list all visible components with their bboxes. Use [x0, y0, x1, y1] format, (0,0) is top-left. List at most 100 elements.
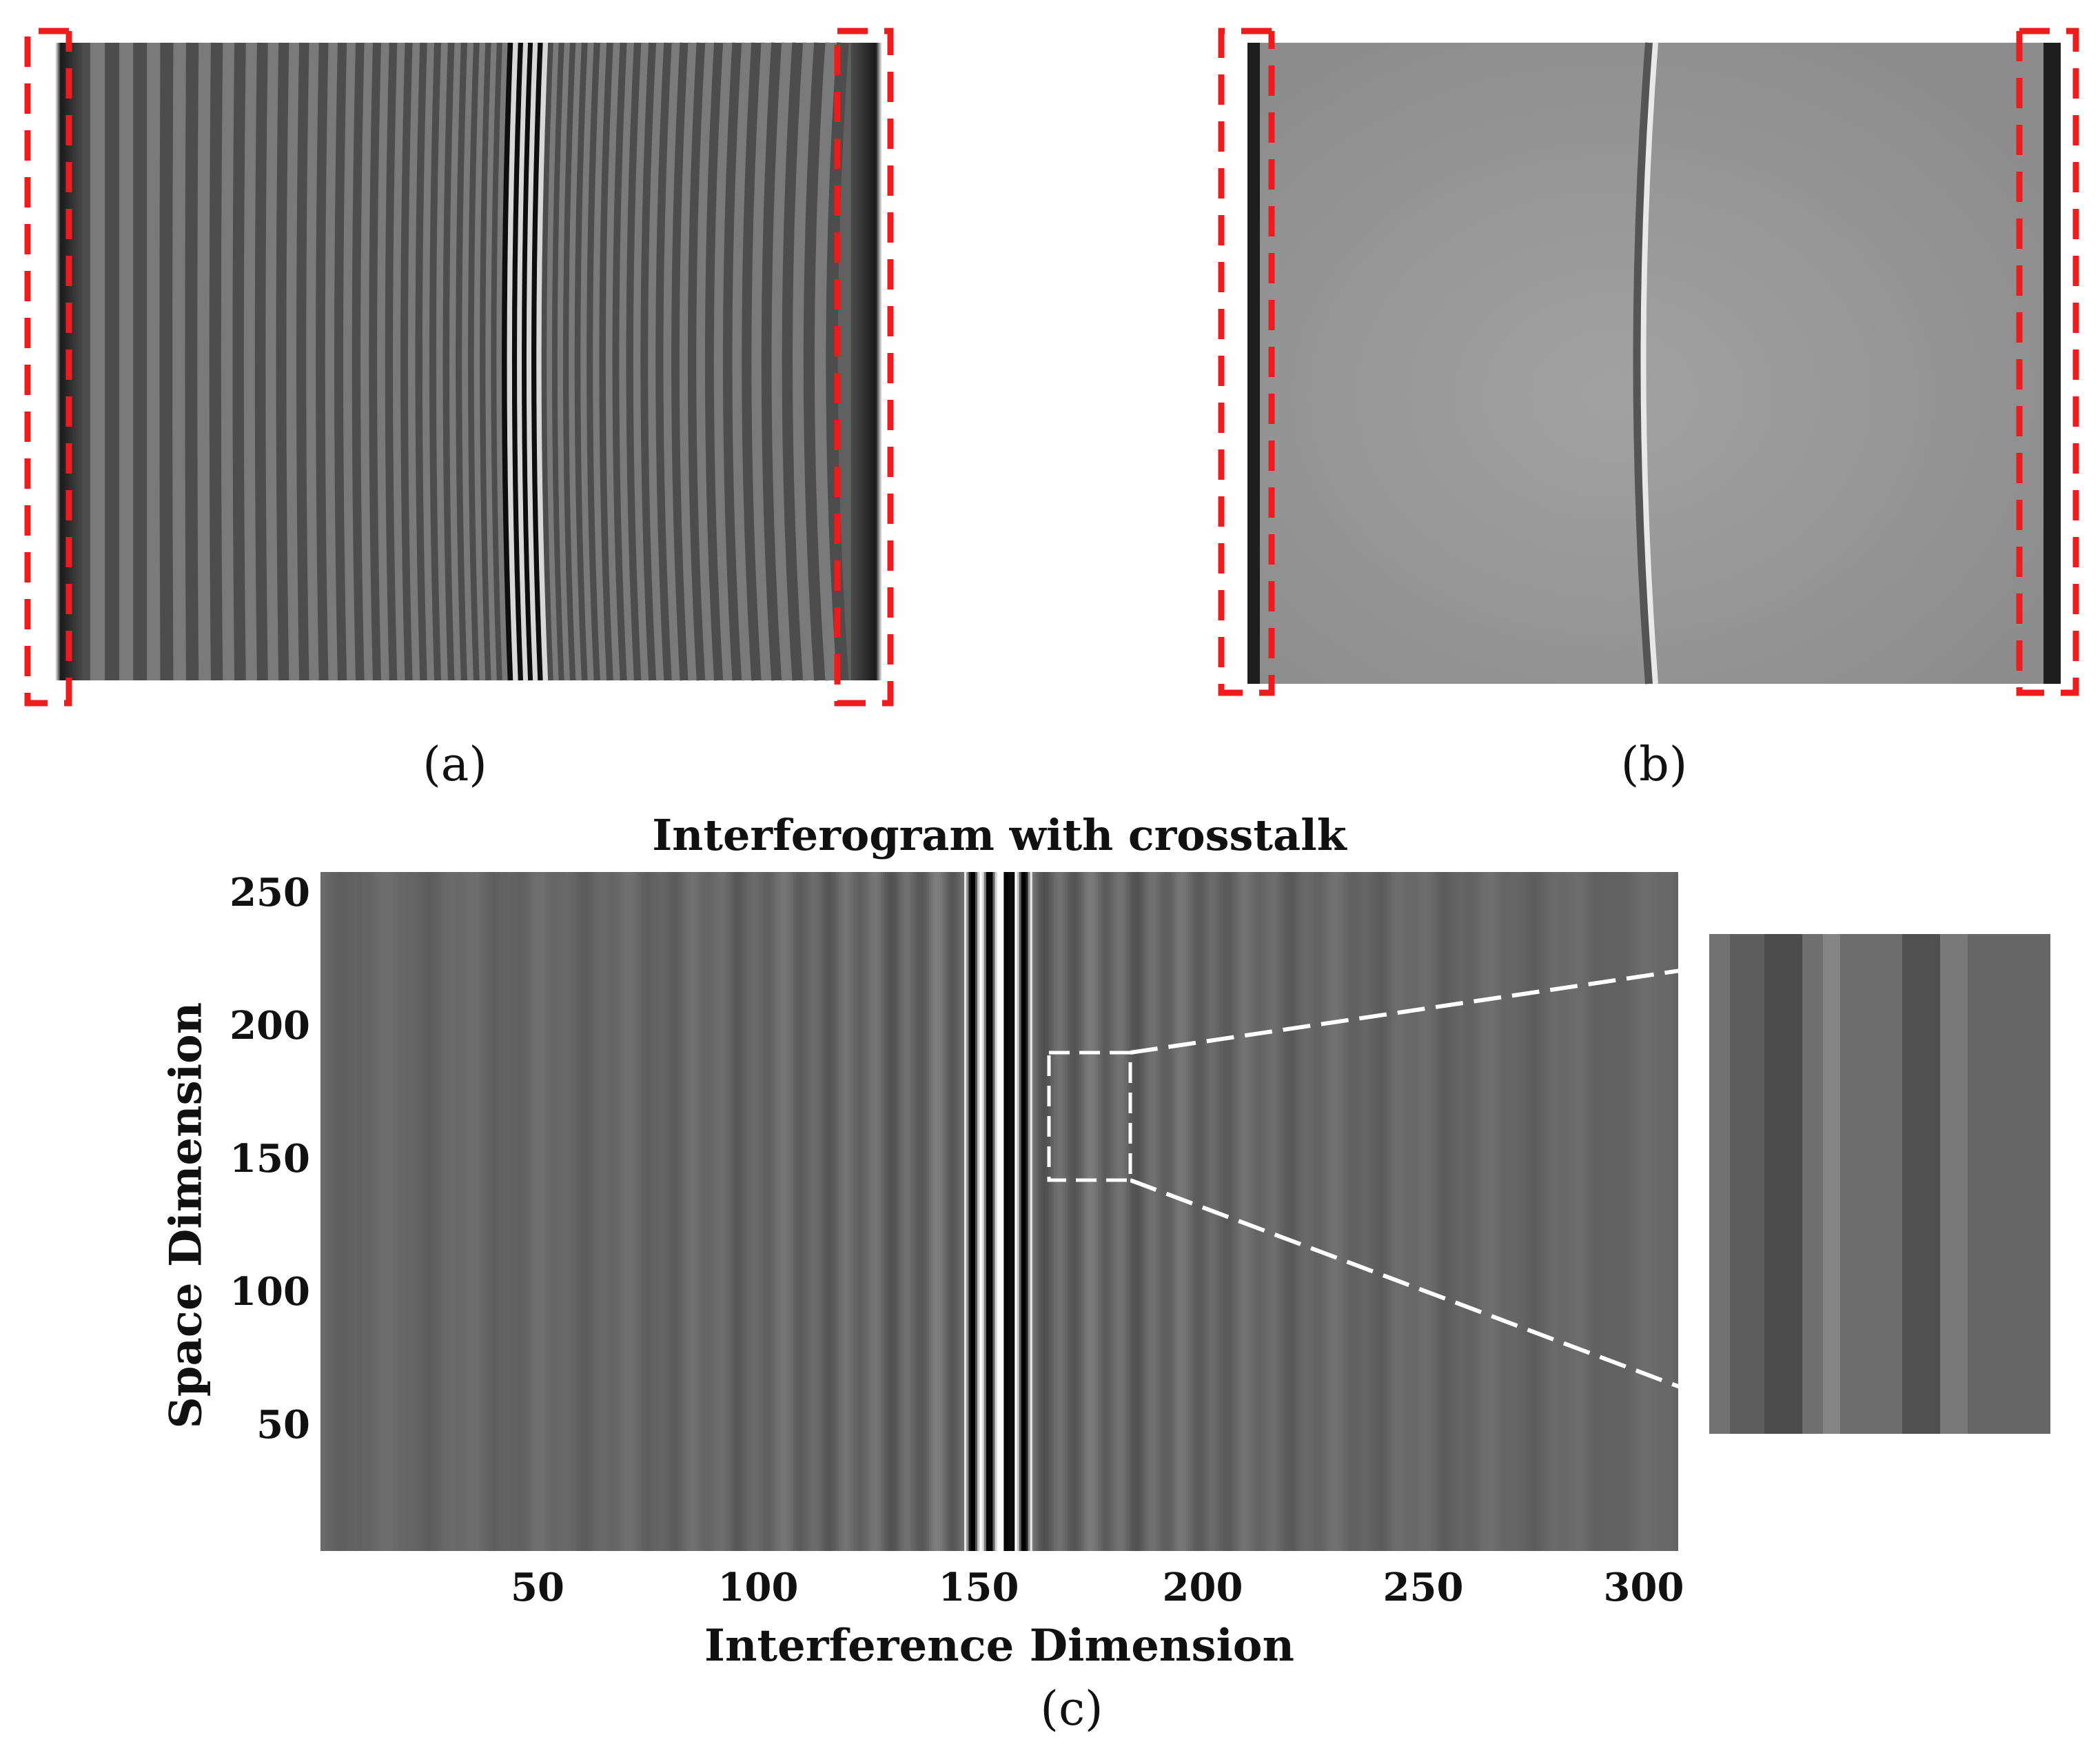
- y-axis-label: Space Dimension: [160, 1002, 212, 1429]
- heatmap-column: [775, 872, 778, 1551]
- heatmap-column: [935, 872, 939, 1551]
- heatmap-column: [443, 872, 447, 1551]
- caption-c: (c): [1040, 1682, 1103, 1736]
- fringe: [814, 42, 837, 681]
- heatmap-column: [1238, 872, 1242, 1551]
- heatmap-column: [445, 872, 449, 1551]
- heatmap-column: [377, 872, 380, 1551]
- heatmap-column: [1594, 872, 1598, 1551]
- heatmap-column: [436, 872, 440, 1551]
- heatmap-column: [731, 872, 734, 1551]
- heatmap-column: [799, 872, 802, 1551]
- fringe: [265, 42, 279, 681]
- heatmap-column: [819, 872, 822, 1551]
- heatmap-column: [345, 872, 347, 1551]
- heatmap-column: [889, 872, 893, 1551]
- heatmap-column: [606, 872, 609, 1551]
- fringe: [663, 42, 680, 681]
- fringe: [696, 42, 715, 681]
- heatmap-column: [353, 872, 356, 1551]
- heatmap-column: [869, 872, 873, 1551]
- heatmap-column: [678, 872, 682, 1551]
- heatmap-column: [1421, 872, 1424, 1551]
- fringe: [456, 42, 467, 681]
- fringe: [547, 42, 559, 681]
- heatmap-column: [582, 872, 584, 1551]
- heatmap-column: [580, 872, 582, 1551]
- heatmap-column: [1183, 872, 1187, 1551]
- heatmap-column: [861, 872, 864, 1551]
- heatmap-column: [1505, 872, 1507, 1551]
- heatmap-column: [986, 872, 989, 1551]
- heatmap-column: [1436, 872, 1439, 1551]
- panel-b-left-bracket: [1218, 28, 1275, 696]
- heatmap-column: [393, 872, 396, 1551]
- heatmap-column: [1605, 872, 1609, 1551]
- heatmap-column: [1351, 872, 1354, 1551]
- heatmap-column: [806, 872, 809, 1551]
- heatmap-column: [937, 872, 941, 1551]
- heatmap-column: [1052, 872, 1055, 1551]
- x-tick-100: 100: [717, 1565, 799, 1610]
- heatmap-column: [1476, 872, 1479, 1551]
- heatmap-column: [423, 872, 427, 1551]
- heatmap-column: [1636, 872, 1640, 1551]
- heatmap-column: [1140, 872, 1143, 1551]
- fringe: [449, 42, 461, 681]
- heatmap-column: [1516, 872, 1518, 1551]
- heatmap-column: [491, 872, 495, 1551]
- heatmap-column: [577, 872, 580, 1551]
- heatmap-column: [356, 872, 358, 1551]
- panel-b-image: [1213, 28, 2081, 710]
- heatmap-column: [713, 872, 717, 1551]
- heatmap-column: [771, 872, 774, 1551]
- heatmap-column: [957, 872, 961, 1551]
- heatmap-column: [520, 872, 523, 1551]
- heatmap-column: [773, 872, 776, 1551]
- heatmap-column: [1102, 872, 1105, 1551]
- heatmap-column: [604, 872, 606, 1551]
- heatmap-column: [757, 872, 760, 1551]
- panel-b-center-fringe-bright: [1640, 42, 1658, 685]
- heatmap-column: [1283, 872, 1285, 1551]
- heatmap-column: [500, 872, 503, 1551]
- heatmap-column: [992, 872, 996, 1551]
- heatmap-column: [1245, 872, 1248, 1551]
- heatmap-column: [1616, 872, 1620, 1551]
- heatmap-column: [1634, 872, 1637, 1551]
- fringe: [369, 42, 381, 681]
- zoom-arrows: [1130, 958, 1751, 1427]
- heatmap-column: [751, 872, 754, 1551]
- fringe: [415, 42, 427, 681]
- heatmap-column: [478, 872, 482, 1551]
- y-tick-150: 150: [230, 1136, 310, 1182]
- heatmap-column: [1546, 872, 1549, 1551]
- heatmap-column: [1234, 872, 1237, 1551]
- heatmap-column: [804, 872, 806, 1551]
- heatmap-column: [1131, 872, 1134, 1551]
- heatmap-column: [1572, 872, 1576, 1551]
- heatmap-column: [538, 872, 541, 1551]
- heatmap-column: [1164, 872, 1167, 1551]
- heatmap-column: [1010, 872, 1013, 1551]
- heatmap-column: [1383, 872, 1387, 1551]
- heatmap-column: [595, 872, 598, 1551]
- fringe: [587, 42, 600, 681]
- heatmap-column: [900, 872, 904, 1551]
- heatmap-column: [1348, 872, 1352, 1551]
- heatmap-column: [1599, 872, 1602, 1551]
- heatmap-column: [1232, 872, 1235, 1551]
- heatmap-column: [1091, 872, 1094, 1551]
- chart-title: Interferogram with crosstalk: [652, 810, 1347, 860]
- heatmap-column: [933, 872, 936, 1551]
- heatmap-column: [1070, 872, 1072, 1551]
- x-tick-150: 150: [938, 1565, 1019, 1610]
- fringe: [580, 42, 594, 681]
- heatmap-stripes: [320, 872, 1678, 1551]
- heatmap-column: [1050, 872, 1052, 1551]
- heatmap-column: [1190, 872, 1193, 1551]
- heatmap-column: [715, 872, 719, 1551]
- heatmap-column: [724, 872, 728, 1551]
- inset-stripe: [1764, 934, 1802, 1434]
- heatmap-column: [612, 872, 615, 1551]
